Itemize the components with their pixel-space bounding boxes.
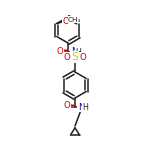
Text: H: H xyxy=(82,103,88,112)
Text: H: H xyxy=(75,48,81,57)
Text: CH₃: CH₃ xyxy=(68,16,81,22)
Text: O: O xyxy=(80,52,86,62)
Text: N: N xyxy=(71,48,77,57)
Text: O: O xyxy=(64,52,70,62)
Text: O: O xyxy=(62,17,69,26)
Text: O: O xyxy=(64,102,70,111)
Text: N: N xyxy=(78,102,84,111)
Text: S: S xyxy=(72,52,78,62)
Text: O: O xyxy=(57,46,63,56)
